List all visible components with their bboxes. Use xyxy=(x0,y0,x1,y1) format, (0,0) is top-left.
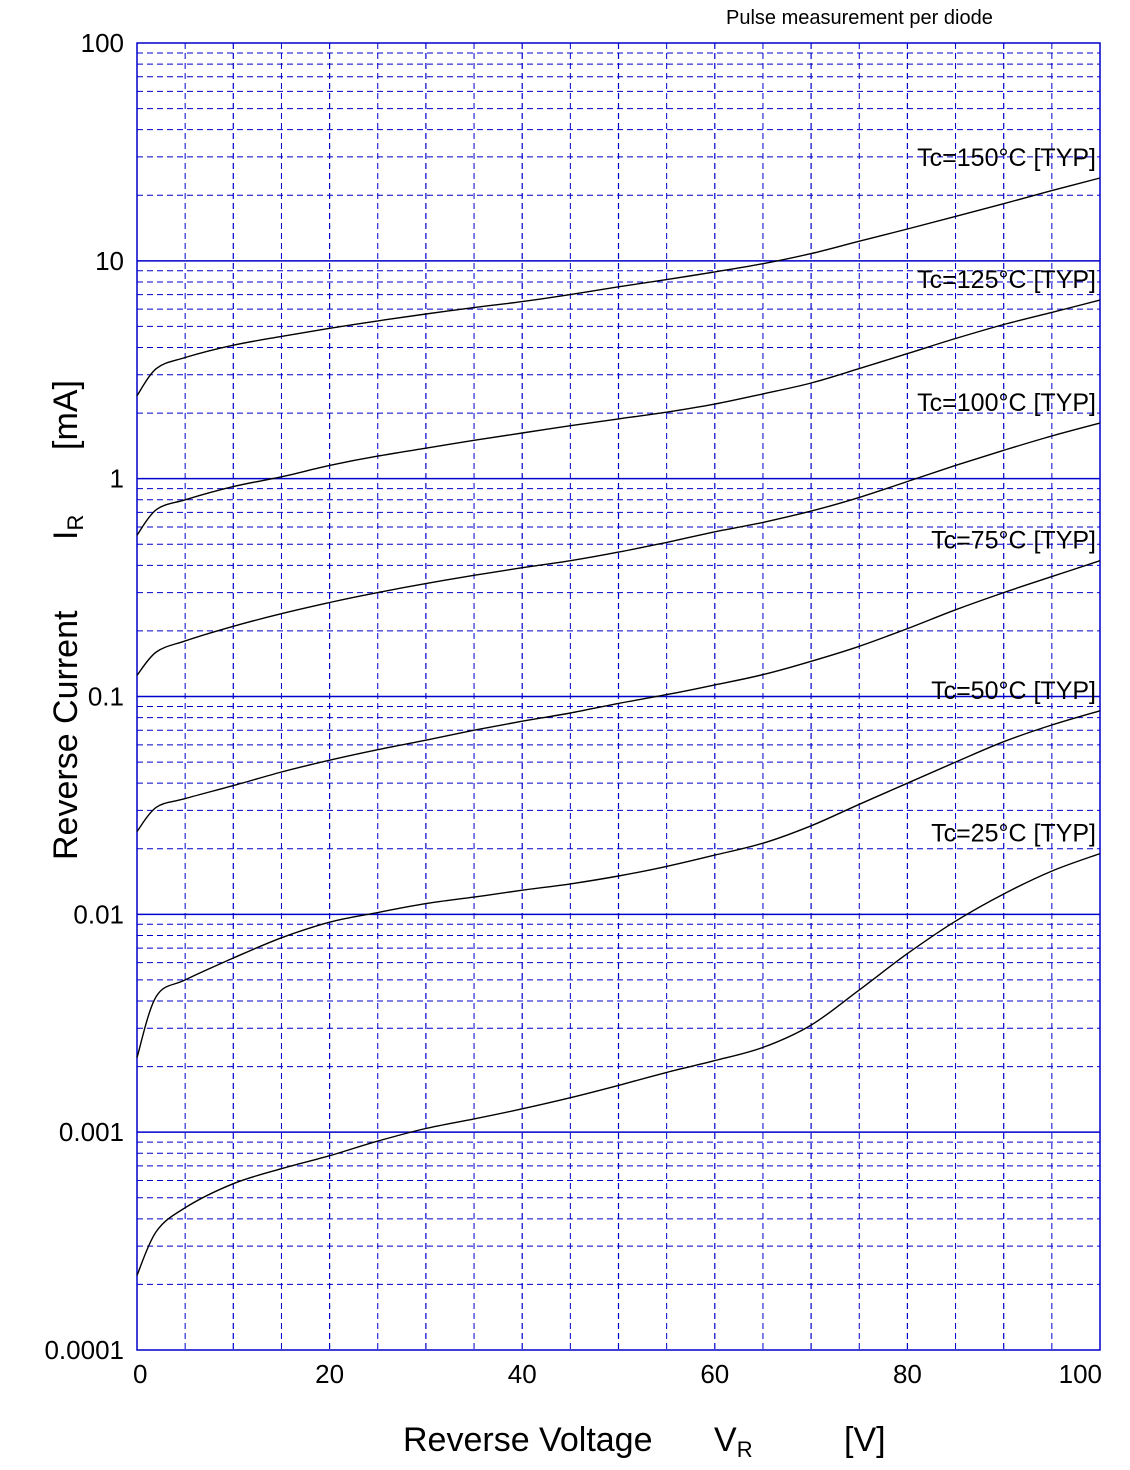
series-label-3: Tc=75°C [TYP] xyxy=(931,527,1096,555)
x-axis-symbol: VR xyxy=(714,1421,753,1462)
series-label-1: Tc=125°C [TYP] xyxy=(917,266,1096,294)
series-line-0 xyxy=(136,177,1101,397)
plot-frame xyxy=(136,42,1101,1351)
x-tick-label: 80 xyxy=(893,1359,922,1389)
series-labels: Tc=150°C [TYP] Tc=125°C [TYP] Tc=100°C [TY… xyxy=(917,144,1096,848)
x-tick-label: 40 xyxy=(508,1359,537,1389)
x-tick-label: 60 xyxy=(700,1359,729,1389)
tick-labels: 0 20 40 60 80 100 0.0001 0.001 0.01 0.1 1 10 100 xyxy=(44,28,1102,1389)
x-axis-title: Reverse Voltage VR [V] xyxy=(403,1420,886,1462)
x-axis-unit: [V] xyxy=(844,1421,886,1459)
x-tick-label: 20 xyxy=(315,1359,344,1389)
y-tick-label: 10 xyxy=(95,246,124,276)
series-label-4: Tc=50°C [TYP] xyxy=(931,677,1096,705)
y-tick-label: 0.0001 xyxy=(44,1335,124,1365)
series-line-3 xyxy=(136,560,1101,832)
y-tick-label: 100 xyxy=(81,28,124,58)
y-axis-symbol: IR xyxy=(47,514,88,540)
series-line-4 xyxy=(136,710,1101,1058)
series-label-0: Tc=150°C [TYP] xyxy=(917,144,1096,172)
plot-grid xyxy=(136,42,1101,1351)
series-label-5: Tc=25°C [TYP] xyxy=(931,820,1096,848)
x-tick-label: 100 xyxy=(1059,1359,1102,1389)
y-tick-label: 1 xyxy=(110,464,124,494)
series-line-5 xyxy=(136,852,1101,1276)
series-line-1 xyxy=(136,299,1101,536)
y-axis-title: Reverse Current IR [mA] xyxy=(46,160,88,860)
y-tick-label: 0.1 xyxy=(88,682,124,712)
x-axis-name: Reverse Voltage xyxy=(403,1421,653,1459)
measurement-note: Pulse measurement per diode xyxy=(726,7,993,29)
series-lines xyxy=(136,177,1101,1276)
y-tick-label: 0.01 xyxy=(73,899,124,929)
y-tick-label: 0.001 xyxy=(59,1117,124,1147)
x-tick-label: 0 xyxy=(133,1359,147,1389)
series-label-2: Tc=100°C [TYP] xyxy=(917,389,1096,417)
series-line-2 xyxy=(136,422,1101,676)
y-axis-unit: [mA] xyxy=(47,380,85,450)
y-axis-name: Reverse Current xyxy=(47,610,85,860)
